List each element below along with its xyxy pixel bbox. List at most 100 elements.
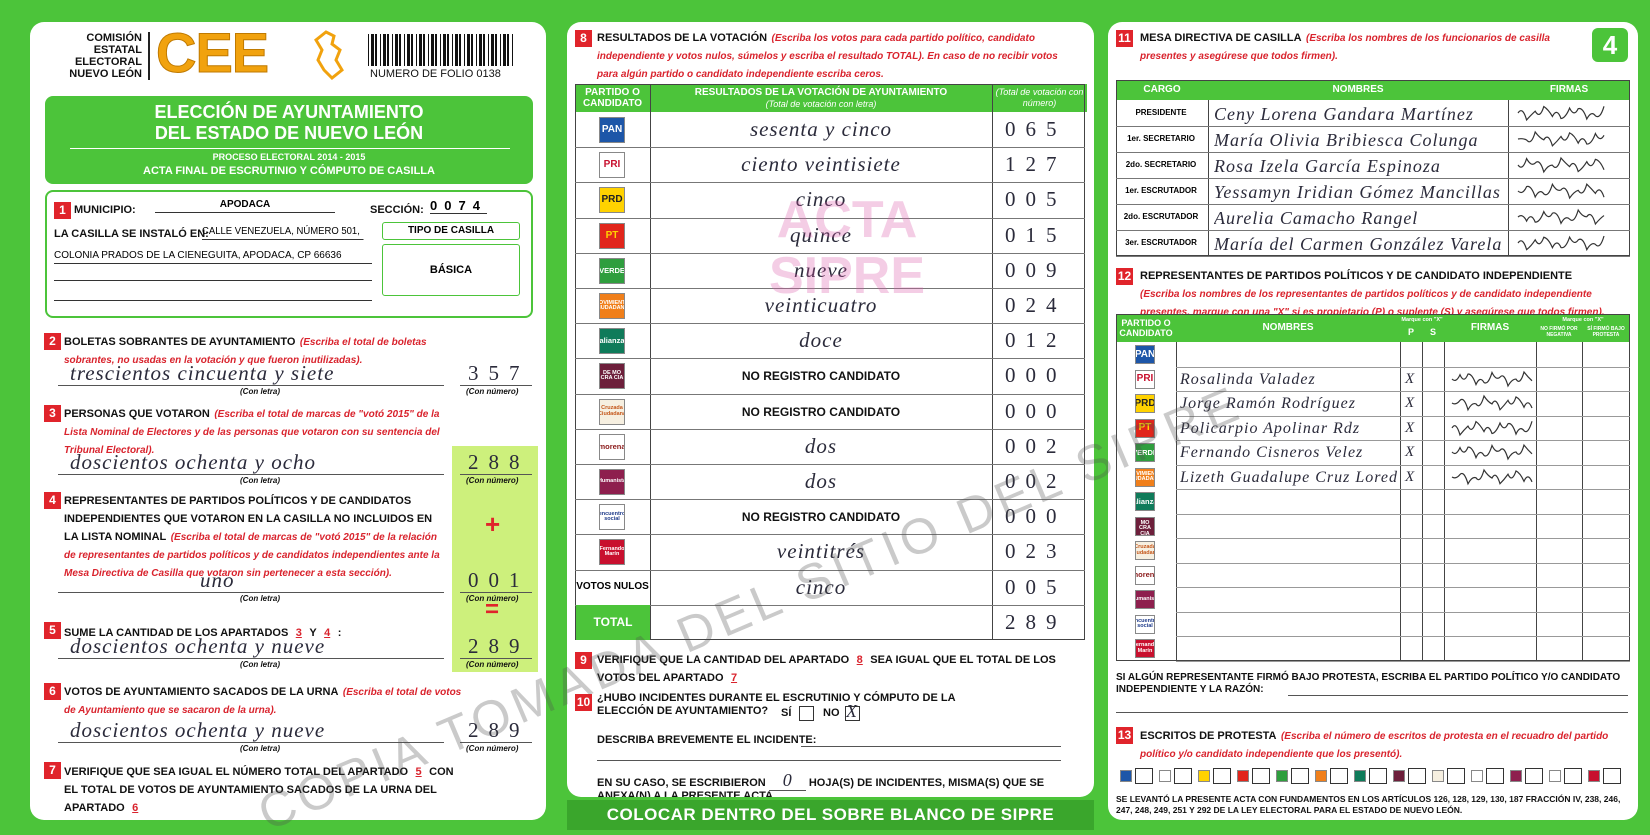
table-border	[1116, 314, 1630, 661]
signature	[1517, 156, 1605, 174]
barcode-bar	[452, 34, 453, 66]
handwritten-number: 005	[1005, 187, 1067, 212]
section-instruction: (Escriba el total de votos de Ayuntamien…	[64, 687, 462, 716]
party-logo: DE MO CRA CIA	[1135, 516, 1155, 536]
column-rule	[1582, 342, 1583, 661]
signature	[1451, 443, 1533, 461]
section-title: SUME LA CANTIDAD DE LOS APARTADOS	[64, 627, 289, 639]
mini-logo	[1315, 770, 1327, 782]
field-label: (Con letra)	[240, 594, 280, 603]
right-panel: 11 MESA DIRECTIVA DE CASILLA (Escriba los…	[1108, 22, 1638, 820]
cargo: 1er. ESCRUTADOR	[1125, 186, 1197, 195]
handwritten-number: 000	[1005, 504, 1067, 529]
barcode-bar	[488, 34, 489, 66]
divider	[148, 32, 150, 80]
party-logo: morena	[599, 433, 625, 460]
barcode-bar	[371, 34, 374, 66]
party-logo: encuentro social	[599, 504, 625, 531]
handwritten-number: 024	[1005, 293, 1067, 317]
row-label: VOTOS NULOS	[576, 580, 649, 592]
section-title: REPRESENTANTES DE PARTIDOS POLÍTICOS Y D…	[1140, 270, 1573, 282]
barcode-bar	[483, 34, 485, 66]
party-logo: MOVIMIENTO CIUDADANO	[1135, 467, 1155, 487]
section-title: ESCRITOS DE PROTESTA	[1140, 730, 1277, 742]
field-label: (Con letra)	[240, 744, 280, 753]
field-label: (Con letra)	[240, 660, 280, 669]
signature	[1451, 468, 1533, 485]
barcode	[368, 34, 513, 66]
handwritten-number: 001	[468, 568, 530, 592]
section-ref: 7	[730, 672, 738, 684]
row-rule	[1176, 562, 1630, 564]
handwritten-number: 015	[1005, 222, 1067, 247]
handwritten-name: Rosalinda Valadez	[1180, 370, 1316, 388]
party-logo: alianza	[1135, 492, 1155, 511]
row-rule	[1176, 660, 1630, 662]
field-label: DESCRIBA BREVEMENTE EL INCIDENTE:	[597, 734, 817, 746]
org-name: ESTATAL	[93, 44, 142, 56]
signature-stroke	[1451, 443, 1533, 461]
section-heading: BOLETAS SOBRANTES DE AYUNTAMIENTO (Escri…	[64, 332, 464, 368]
protest-box	[1603, 768, 1621, 784]
section-heading: REPRESENTANTES DE PARTIDOS POLÍTICOS Y D…	[1140, 266, 1610, 320]
barcode-bar	[455, 34, 458, 66]
row-rule	[1176, 391, 1630, 392]
row-rule	[575, 499, 1085, 501]
title-box	[45, 96, 533, 184]
handwritten-number: 065	[1005, 117, 1067, 141]
barcode-bar	[507, 34, 509, 66]
handwritten-mark: X	[1405, 370, 1415, 387]
protest-box	[1564, 768, 1582, 784]
no-registration: NO REGISTRO CANDIDATO	[741, 404, 901, 419]
process: PROCESO ELECTORAL 2014 - 2015	[212, 152, 366, 162]
handwritten-words: veintitrés	[776, 539, 866, 564]
handwritten-name: Aurelia Camacho Rangel	[1214, 208, 1419, 228]
signature-stroke	[1517, 156, 1605, 174]
barcode-bar	[395, 34, 398, 66]
protest-note: SI ALGÚN REPRESENTANTE FIRMÓ BAJO PROTES…	[1116, 672, 1621, 695]
write-line	[460, 658, 532, 659]
mini-logo	[1198, 770, 1210, 782]
mini-logo	[1393, 770, 1405, 782]
section-heading: MESA DIRECTIVA DE CASILLA (Escriba los n…	[1140, 28, 1570, 64]
handwritten-number: 000	[1005, 363, 1067, 388]
handwritten-words: nueve	[794, 257, 848, 282]
handwritten-mark: X	[846, 701, 857, 721]
handwritten-number: 023	[1005, 539, 1067, 564]
row-rule	[1176, 415, 1630, 417]
mini-logo	[1510, 770, 1522, 782]
org-name: COMISIÓN	[86, 32, 142, 44]
barcode-bar	[500, 34, 501, 66]
column-header: NO FIRMÓ POR NEGATIVA	[1540, 326, 1578, 338]
section-heading: PERSONAS QUE VOTARON (Escriba el total d…	[64, 404, 444, 458]
section-number: 13	[1116, 727, 1133, 744]
barcode-bar	[495, 34, 497, 66]
barcode-bar	[380, 34, 381, 66]
party-logo: VERDE	[599, 257, 625, 284]
section-heading: VOTOS DE AYUNTAMIENTO SACADOS DE LA URNA…	[64, 682, 464, 718]
section-title: CON EL TOTAL DE VOTOS DE AYUNTAMIENTO SA…	[64, 766, 454, 814]
column-header: FIRMAS	[1470, 322, 1510, 333]
field-value: BÁSICA	[382, 244, 520, 296]
barcode-bar	[471, 34, 473, 66]
total-label: TOTAL	[576, 604, 650, 640]
signature	[1451, 420, 1533, 436]
party-logo: Fernando Marín	[599, 539, 625, 566]
plus-sign: +	[485, 509, 501, 539]
handwritten-words: quince	[790, 222, 852, 247]
party-logo: Humanista	[599, 469, 625, 495]
cargo: 2do. ESCRUTADOR	[1123, 212, 1199, 221]
barcode-bar	[479, 34, 482, 66]
column-header: SÍ FIRMÓ BAJO PROTESTA	[1587, 326, 1625, 338]
barcode-bar	[447, 34, 449, 66]
sum-highlight	[452, 446, 538, 672]
handwritten-name: Ceny Lorena Gandara Martínez	[1214, 104, 1474, 124]
party-logo: MOVIMIENTO CIUDADANO	[599, 293, 625, 319]
field-value: COLONIA PRADOS DE LA CIENEGUITA, APODACA…	[54, 249, 372, 264]
handwritten-words: veinticuatro	[764, 293, 878, 317]
column-rule	[1176, 342, 1177, 661]
row-rule	[575, 604, 1085, 606]
handwritten-name: Lizeth Guadalupe Cruz Loredo	[1180, 468, 1398, 486]
barcode-bar	[443, 34, 446, 66]
row-rule	[575, 464, 1085, 465]
